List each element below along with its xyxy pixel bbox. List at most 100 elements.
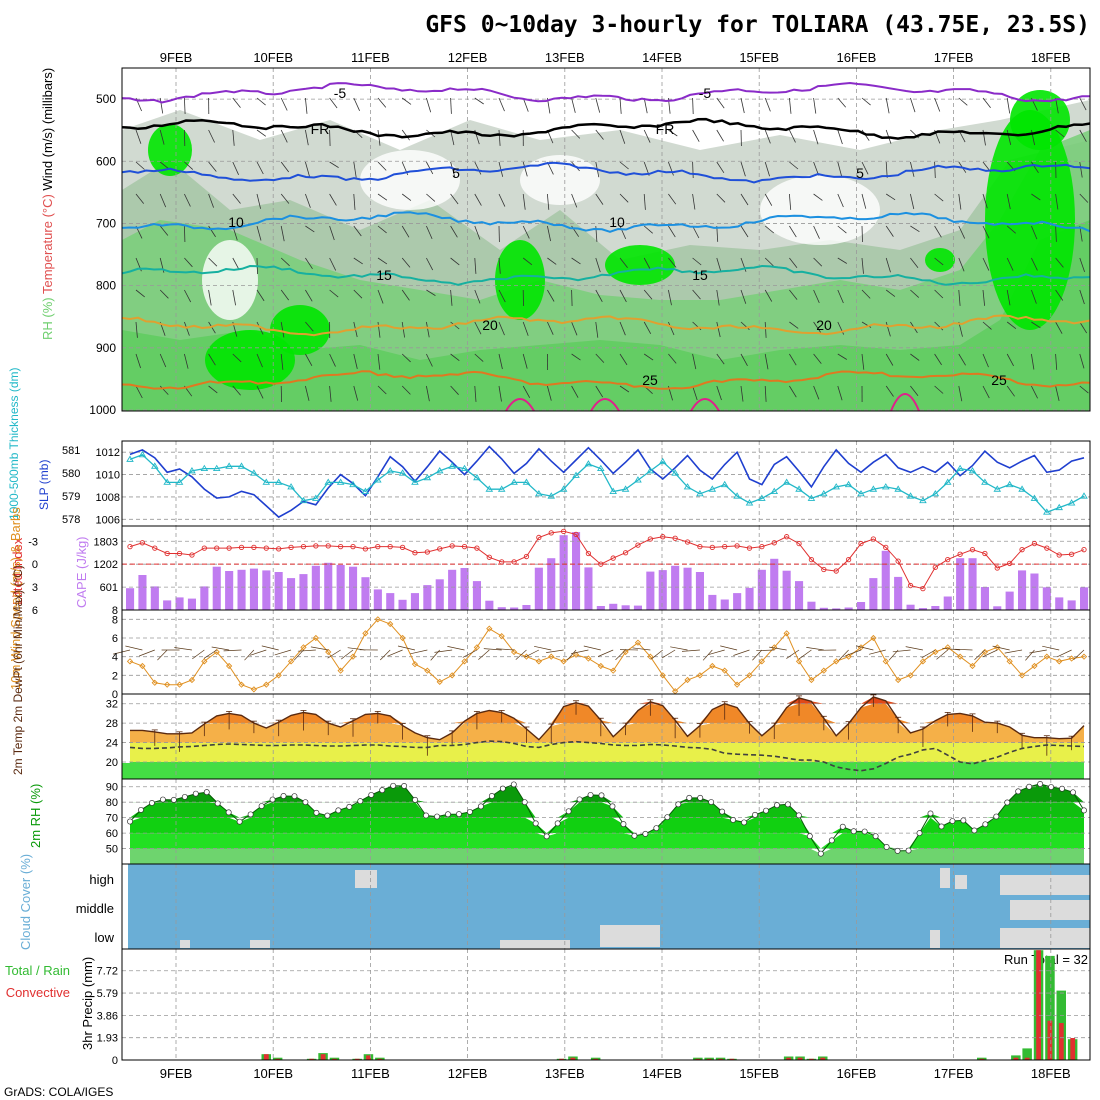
- wind-barb: [353, 193, 356, 210]
- rh-marker: [861, 828, 868, 835]
- rh-marker: [170, 796, 177, 803]
- wind-barb: [377, 161, 387, 171]
- wind-marker: [349, 653, 357, 660]
- wind-marker: [919, 658, 927, 665]
- wind-marker: [411, 660, 419, 668]
- rh-marker: [938, 823, 945, 830]
- thickness-marker: [621, 485, 630, 492]
- rh-band-2: [122, 130, 1090, 411]
- wind-barb: [256, 289, 265, 302]
- li-marker: [300, 543, 307, 550]
- wind-barb-10m: [974, 649, 986, 661]
- cape-bar: [993, 606, 1002, 610]
- pressure-tick: 900: [96, 341, 116, 355]
- rh-marker: [839, 823, 846, 830]
- rh-tick: 90: [106, 782, 118, 794]
- wind-barb: [184, 257, 193, 268]
- wind-marker: [1056, 658, 1063, 665]
- wind-marker: [176, 681, 183, 688]
- wind-barb: [958, 225, 966, 239]
- li-marker: [907, 582, 914, 589]
- rh-marker: [916, 830, 923, 837]
- upper-air-ylabel-part: Wind (m/s): [40, 124, 55, 190]
- wind-barb: [595, 289, 603, 302]
- rh-marker: [488, 793, 495, 799]
- thickness-marker: [646, 466, 655, 474]
- wind-barb: [837, 129, 843, 145]
- wind-barb: [837, 193, 844, 208]
- thickness-marker: [497, 485, 506, 492]
- li-marker: [1031, 540, 1038, 547]
- rh-marker: [313, 809, 320, 816]
- cape-bar: [349, 566, 358, 610]
- wind-barb-10m: [786, 649, 800, 659]
- wind-barb: [958, 257, 965, 272]
- li-marker: [337, 543, 344, 550]
- thickness-marker: [423, 473, 432, 481]
- li-marker: [189, 552, 195, 558]
- wind-marker: [126, 658, 134, 665]
- temp-band: [130, 723, 1084, 743]
- wind-barb: [547, 225, 551, 242]
- precip-conv-bar: [1047, 1020, 1053, 1060]
- thickness-marker: [1030, 494, 1039, 501]
- wind-barb: [353, 161, 357, 178]
- rh-marker: [784, 801, 791, 808]
- rh-marker: [675, 801, 682, 808]
- isotherm-label: 20: [482, 317, 498, 333]
- wind-barb: [474, 257, 477, 274]
- isotherm-30-contour: [690, 398, 720, 412]
- rh-marker: [214, 800, 221, 807]
- li-marker: [585, 550, 592, 557]
- wind-barb: [934, 225, 942, 238]
- wind-barb: [619, 193, 629, 203]
- date-label-bottom: 16FEB: [837, 1066, 877, 1081]
- rh-marker: [510, 781, 517, 788]
- rh-marker: [148, 800, 155, 806]
- wind-barb-10m: [838, 649, 849, 661]
- cape-bar: [572, 532, 581, 610]
- wind-barb-10m: [798, 649, 812, 660]
- wind-barb-10m: [571, 649, 589, 654]
- wind-barb: [934, 257, 944, 266]
- cape-bar: [621, 605, 630, 610]
- li-marker: [920, 585, 926, 592]
- wind-barb: [450, 97, 452, 114]
- wind-barb: [522, 97, 529, 112]
- wind-barb: [837, 385, 843, 401]
- wind-barb: [958, 97, 968, 106]
- wind-barb: [595, 257, 601, 273]
- wind-barb: [668, 418, 669, 434]
- cape-bar: [262, 570, 271, 610]
- wind-tick: 4: [112, 652, 118, 664]
- cape-bar: [1067, 600, 1076, 610]
- precip-legend-conv: Convective: [6, 985, 70, 1000]
- wind-barb: [982, 225, 990, 239]
- cape-bar: [857, 602, 866, 610]
- wind-barb: [329, 225, 335, 241]
- wind-barb: [885, 97, 890, 114]
- wind-barb: [910, 353, 920, 361]
- li-marker: [548, 530, 554, 536]
- thickness-marker: [981, 478, 989, 485]
- rh-marker: [379, 787, 386, 794]
- upper-air-ylabel: RH (%) Temperature (°C) Wind (m/s) (mill…: [40, 68, 55, 340]
- wind-barb: [982, 97, 991, 109]
- wind-barb-10m: [566, 649, 577, 661]
- wind-barb: [982, 257, 990, 271]
- wind-barb-10m: [478, 649, 490, 660]
- wind-barb: [764, 385, 767, 402]
- wind-barb: [257, 418, 259, 434]
- rh-marker: [1026, 783, 1033, 790]
- wind-barb: [377, 353, 381, 370]
- wind-barb: [329, 289, 339, 298]
- axes-layer: 9FEB 9FEB 10FEB 10FEB 11FEB 11FEB 12FEB 12FEB 13…: [5, 50, 1091, 1081]
- wind-barb: [547, 257, 557, 265]
- wind-barb: [1079, 321, 1088, 334]
- thickness-marker: [237, 462, 246, 469]
- wind-barb: [741, 418, 744, 433]
- wind-barb: [740, 193, 749, 206]
- wind-barb: [353, 225, 362, 237]
- wind-marker: [225, 662, 233, 670]
